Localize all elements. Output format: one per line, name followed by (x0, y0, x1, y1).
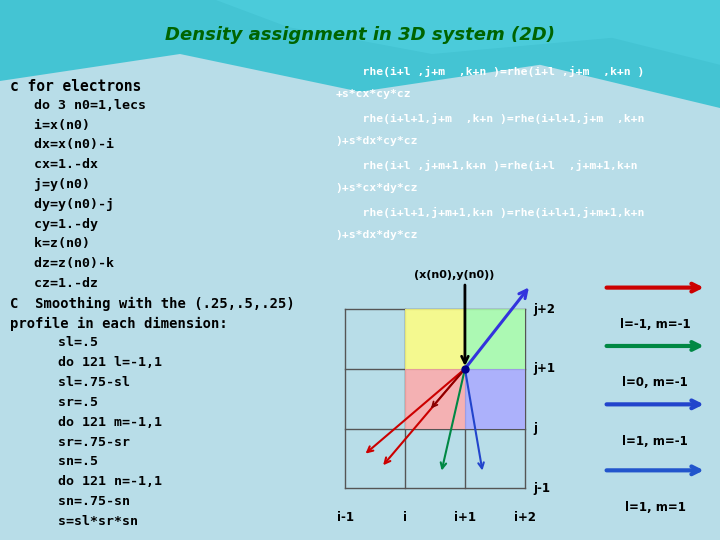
Text: sr=.5: sr=.5 (10, 396, 99, 409)
Text: Density assignment in 3D system (2D): Density assignment in 3D system (2D) (165, 26, 555, 44)
Text: sl=.75-sl: sl=.75-sl (10, 376, 130, 389)
Text: j+1: j+1 (534, 362, 556, 375)
Text: do 121 l=-1,1: do 121 l=-1,1 (10, 356, 162, 369)
Text: (x(n0),y(n0)): (x(n0),y(n0)) (414, 270, 495, 280)
Text: do 121 m=-1,1: do 121 m=-1,1 (10, 416, 162, 429)
Text: c for electrons: c for electrons (10, 79, 142, 94)
Text: cy=1.-dy: cy=1.-dy (10, 218, 99, 231)
Text: dy=y(n0)-j: dy=y(n0)-j (10, 198, 114, 211)
Text: l=1, m=1: l=1, m=1 (625, 501, 685, 514)
Text: sn=.75-sn: sn=.75-sn (10, 495, 130, 508)
Text: rhe(i+l ,j+m+1,k+n )=rhe(i+l  ,j+m+1,k+n: rhe(i+l ,j+m+1,k+n )=rhe(i+l ,j+m+1,k+n (336, 160, 638, 171)
Text: do 121 n=-1,1: do 121 n=-1,1 (10, 475, 162, 488)
Text: rhe(i+l+1,j+m  ,k+n )=rhe(i+l+1,j+m  ,k+n: rhe(i+l+1,j+m ,k+n )=rhe(i+l+1,j+m ,k+n (336, 112, 644, 124)
Text: i=x(n0): i=x(n0) (10, 118, 90, 132)
Polygon shape (0, 0, 720, 108)
Text: cz=1.-dz: cz=1.-dz (10, 277, 99, 290)
Text: i-1: i-1 (337, 511, 354, 524)
Text: rhe(i+l+1,j+m+1,k+n )=rhe(i+l+1,j+m+1,k+n: rhe(i+l+1,j+m+1,k+n )=rhe(i+l+1,j+m+1,k+… (336, 207, 644, 218)
Text: sn=.5: sn=.5 (10, 455, 99, 468)
Text: sl=.5: sl=.5 (10, 336, 99, 349)
Bar (405, 369, 465, 429)
Text: )+s*dx*cy*cz: )+s*dx*cy*cz (336, 136, 418, 146)
Text: do 3 n0=1,lecs: do 3 n0=1,lecs (10, 99, 146, 112)
Text: )+s*dx*dy*cz: )+s*dx*dy*cz (336, 230, 418, 240)
Polygon shape (216, 0, 720, 65)
Text: k=z(n0): k=z(n0) (10, 238, 90, 251)
Text: sr=.75-sr: sr=.75-sr (10, 436, 130, 449)
Bar (405, 309, 465, 369)
Text: j: j (534, 422, 538, 435)
Text: l=0, m=-1: l=0, m=-1 (622, 376, 688, 389)
Text: j-1: j-1 (534, 482, 551, 495)
Text: j=y(n0): j=y(n0) (10, 178, 90, 191)
Bar (465, 309, 525, 369)
Text: profile in each dimension:: profile in each dimension: (10, 316, 228, 331)
Text: i+2: i+2 (513, 511, 536, 524)
Text: j+2: j+2 (534, 302, 556, 315)
Text: i: i (403, 511, 408, 524)
Text: rhe(i+l ,j+m  ,k+n )=rhe(i+l ,j+m  ,k+n ): rhe(i+l ,j+m ,k+n )=rhe(i+l ,j+m ,k+n ) (336, 65, 644, 77)
Text: )+s*cx*dy*cz: )+s*cx*dy*cz (336, 183, 418, 193)
Text: +s*cx*cy*cz: +s*cx*cy*cz (336, 89, 411, 99)
Text: cx=1.-dx: cx=1.-dx (10, 158, 99, 171)
Text: l=-1, m=-1: l=-1, m=-1 (620, 318, 690, 331)
Bar (465, 369, 525, 429)
Text: s=sl*sr*sn: s=sl*sr*sn (10, 515, 138, 528)
Text: dz=z(n0)-k: dz=z(n0)-k (10, 257, 114, 270)
Text: C  Smoothing with the (.25,.5,.25): C Smoothing with the (.25,.5,.25) (10, 297, 295, 311)
Text: l=1, m=-1: l=1, m=-1 (622, 435, 688, 448)
Text: dx=x(n0)-i: dx=x(n0)-i (10, 138, 114, 151)
Text: i+1: i+1 (454, 511, 476, 524)
